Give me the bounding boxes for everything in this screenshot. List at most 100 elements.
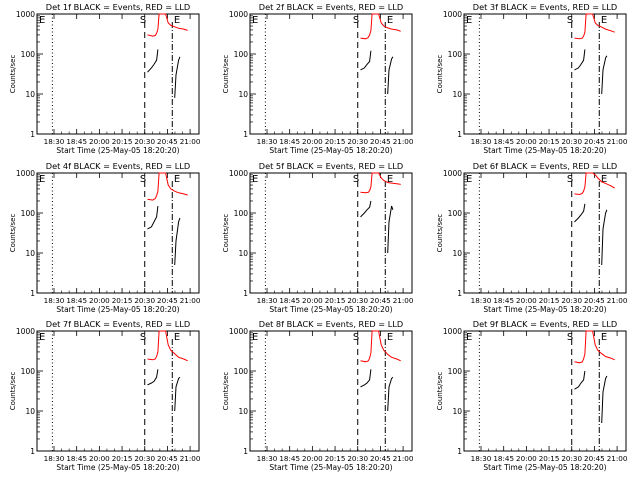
data-series-line [147,172,188,201]
data-series-line [360,369,372,388]
y-tick-label: 1000 [443,169,462,178]
data-series-line [387,376,394,412]
y-tick-label: 10 [25,249,35,258]
detector-panel: Det 1f BLACK = Events, RED = LLD 1 10 100 10… [9,2,201,155]
panel-title: Det 1f BLACK = Events, RED = LLD [46,2,190,12]
y-tick-label: 10 [238,90,248,99]
y-tick-label: 100 [21,50,36,59]
x-tick-label: 20:30 [134,296,155,305]
detector-panel: Det 5f BLACK = Events, RED = LLD 1 10 100 10… [222,161,414,314]
data-series-line [147,205,159,230]
x-tick-label: 20:30 [134,454,155,463]
data-series-line [174,217,181,266]
x-tick-label: 18:30 [257,296,278,305]
detector-panel: Det 6f BLACK = Events, RED = LLD 1 10 100 10… [436,161,628,314]
y-tick-label: 100 [448,209,463,218]
y-tick-label: 100 [234,209,249,218]
marker-label-s: S [567,332,573,343]
data-series-line [574,330,615,364]
x-tick-label: 20:00 [302,454,323,463]
marker-label-e: E [387,332,393,343]
x-tick-label: 20:30 [561,454,582,463]
y-tick-label: 10 [238,249,248,258]
y-tick-label: 100 [448,50,463,59]
marker-label-e: E [39,15,45,26]
x-tick-label: 18:45 [493,454,514,463]
x-tick-label: 20:00 [302,296,323,305]
detector-panel: Det 8f BLACK = Events, RED = LLD 1 10 100 10… [222,319,414,472]
y-axis-label: Counts/sec [9,214,17,253]
y-tick-label: 1 [30,289,35,298]
y-tick-label: 1000 [229,169,248,178]
y-tick-label: 1000 [443,327,462,336]
x-tick-label: 18:45 [493,137,514,146]
marker-label-e: E [387,15,393,26]
x-axis-label: Start Time (25-May-05 18:20:20) [269,305,392,314]
marker-label-s: S [140,332,146,343]
data-series-line [174,56,181,98]
plot-frame [249,13,413,135]
x-tick-label: 20:00 [516,296,537,305]
y-tick-label: 100 [234,367,249,376]
y-axis-label: Counts/sec [222,372,230,411]
x-tick-label: 18:30 [257,137,278,146]
x-tick-label: 18:45 [66,454,87,463]
x-tick-label: 18:30 [44,296,65,305]
x-tick-label: 20:30 [134,137,155,146]
x-tick-label: 20:15 [539,454,560,463]
y-tick-label: 10 [452,90,462,99]
y-axis-label: Counts/sec [222,55,230,94]
plot-frame [36,13,200,135]
panel-title: Det 4f BLACK = Events, RED = LLD [46,161,190,171]
panel-title: Det 6f BLACK = Events, RED = LLD [473,161,617,171]
x-tick-label: 18:30 [471,137,492,146]
x-axis-label: Start Time (25-May-05 18:20:20) [269,146,392,155]
x-tick-label: 20:45 [370,137,391,146]
x-tick-label: 20:15 [112,296,133,305]
x-axis-label: Start Time (25-May-05 18:20:20) [56,305,179,314]
x-axis-label: Start Time (25-May-05 18:20:20) [269,463,392,472]
panel-title: Det 9f BLACK = Events, RED = LLD [473,319,617,329]
detector-panel: Det 4f BLACK = Events, RED = LLD 1 10 100 10… [9,161,201,314]
marker-label-e: E [174,174,180,185]
x-tick-label: 18:30 [44,454,65,463]
x-tick-label: 18:45 [279,137,300,146]
data-series-line [574,13,615,40]
data-series-line [360,330,401,363]
data-series-line [147,369,159,386]
x-axis-label: Start Time (25-May-05 18:20:20) [483,146,606,155]
x-tick-label: 21:00 [607,454,628,463]
x-tick-label: 21:00 [607,296,628,305]
x-tick-label: 20:15 [112,454,133,463]
x-axis-label: Start Time (25-May-05 18:20:20) [56,463,179,472]
y-tick-label: 1 [457,130,462,139]
data-series-line [147,49,159,73]
x-tick-label: 18:30 [471,454,492,463]
x-tick-label: 20:45 [157,137,178,146]
y-tick-label: 1000 [443,10,462,19]
x-axis-label: Start Time (25-May-05 18:20:20) [483,305,606,314]
marker-label-e: E [387,174,393,185]
x-tick-label: 21:00 [393,454,414,463]
x-tick-label: 18:45 [66,296,87,305]
data-series-line [574,370,586,390]
detector-panel: Det 2f BLACK = Events, RED = LLD 1 10 100 10… [222,2,414,155]
marker-label-e: E [39,332,45,343]
marker-label-s: S [353,15,359,26]
y-axis-label: Counts/sec [436,214,444,253]
x-tick-label: 20:00 [89,296,110,305]
x-tick-label: 20:45 [584,454,605,463]
data-series-line [574,172,615,196]
panel-title: Det 2f BLACK = Events, RED = LLD [259,2,403,12]
y-tick-label: 10 [452,407,462,416]
x-tick-label: 21:00 [607,137,628,146]
y-tick-label: 1000 [16,327,35,336]
y-tick-label: 100 [448,367,463,376]
marker-label-e: E [601,15,607,26]
y-tick-label: 1 [243,130,248,139]
y-axis-label: Counts/sec [9,372,17,411]
marker-label-e: E [601,332,607,343]
data-series-line [360,172,401,194]
x-tick-label: 20:00 [89,137,110,146]
